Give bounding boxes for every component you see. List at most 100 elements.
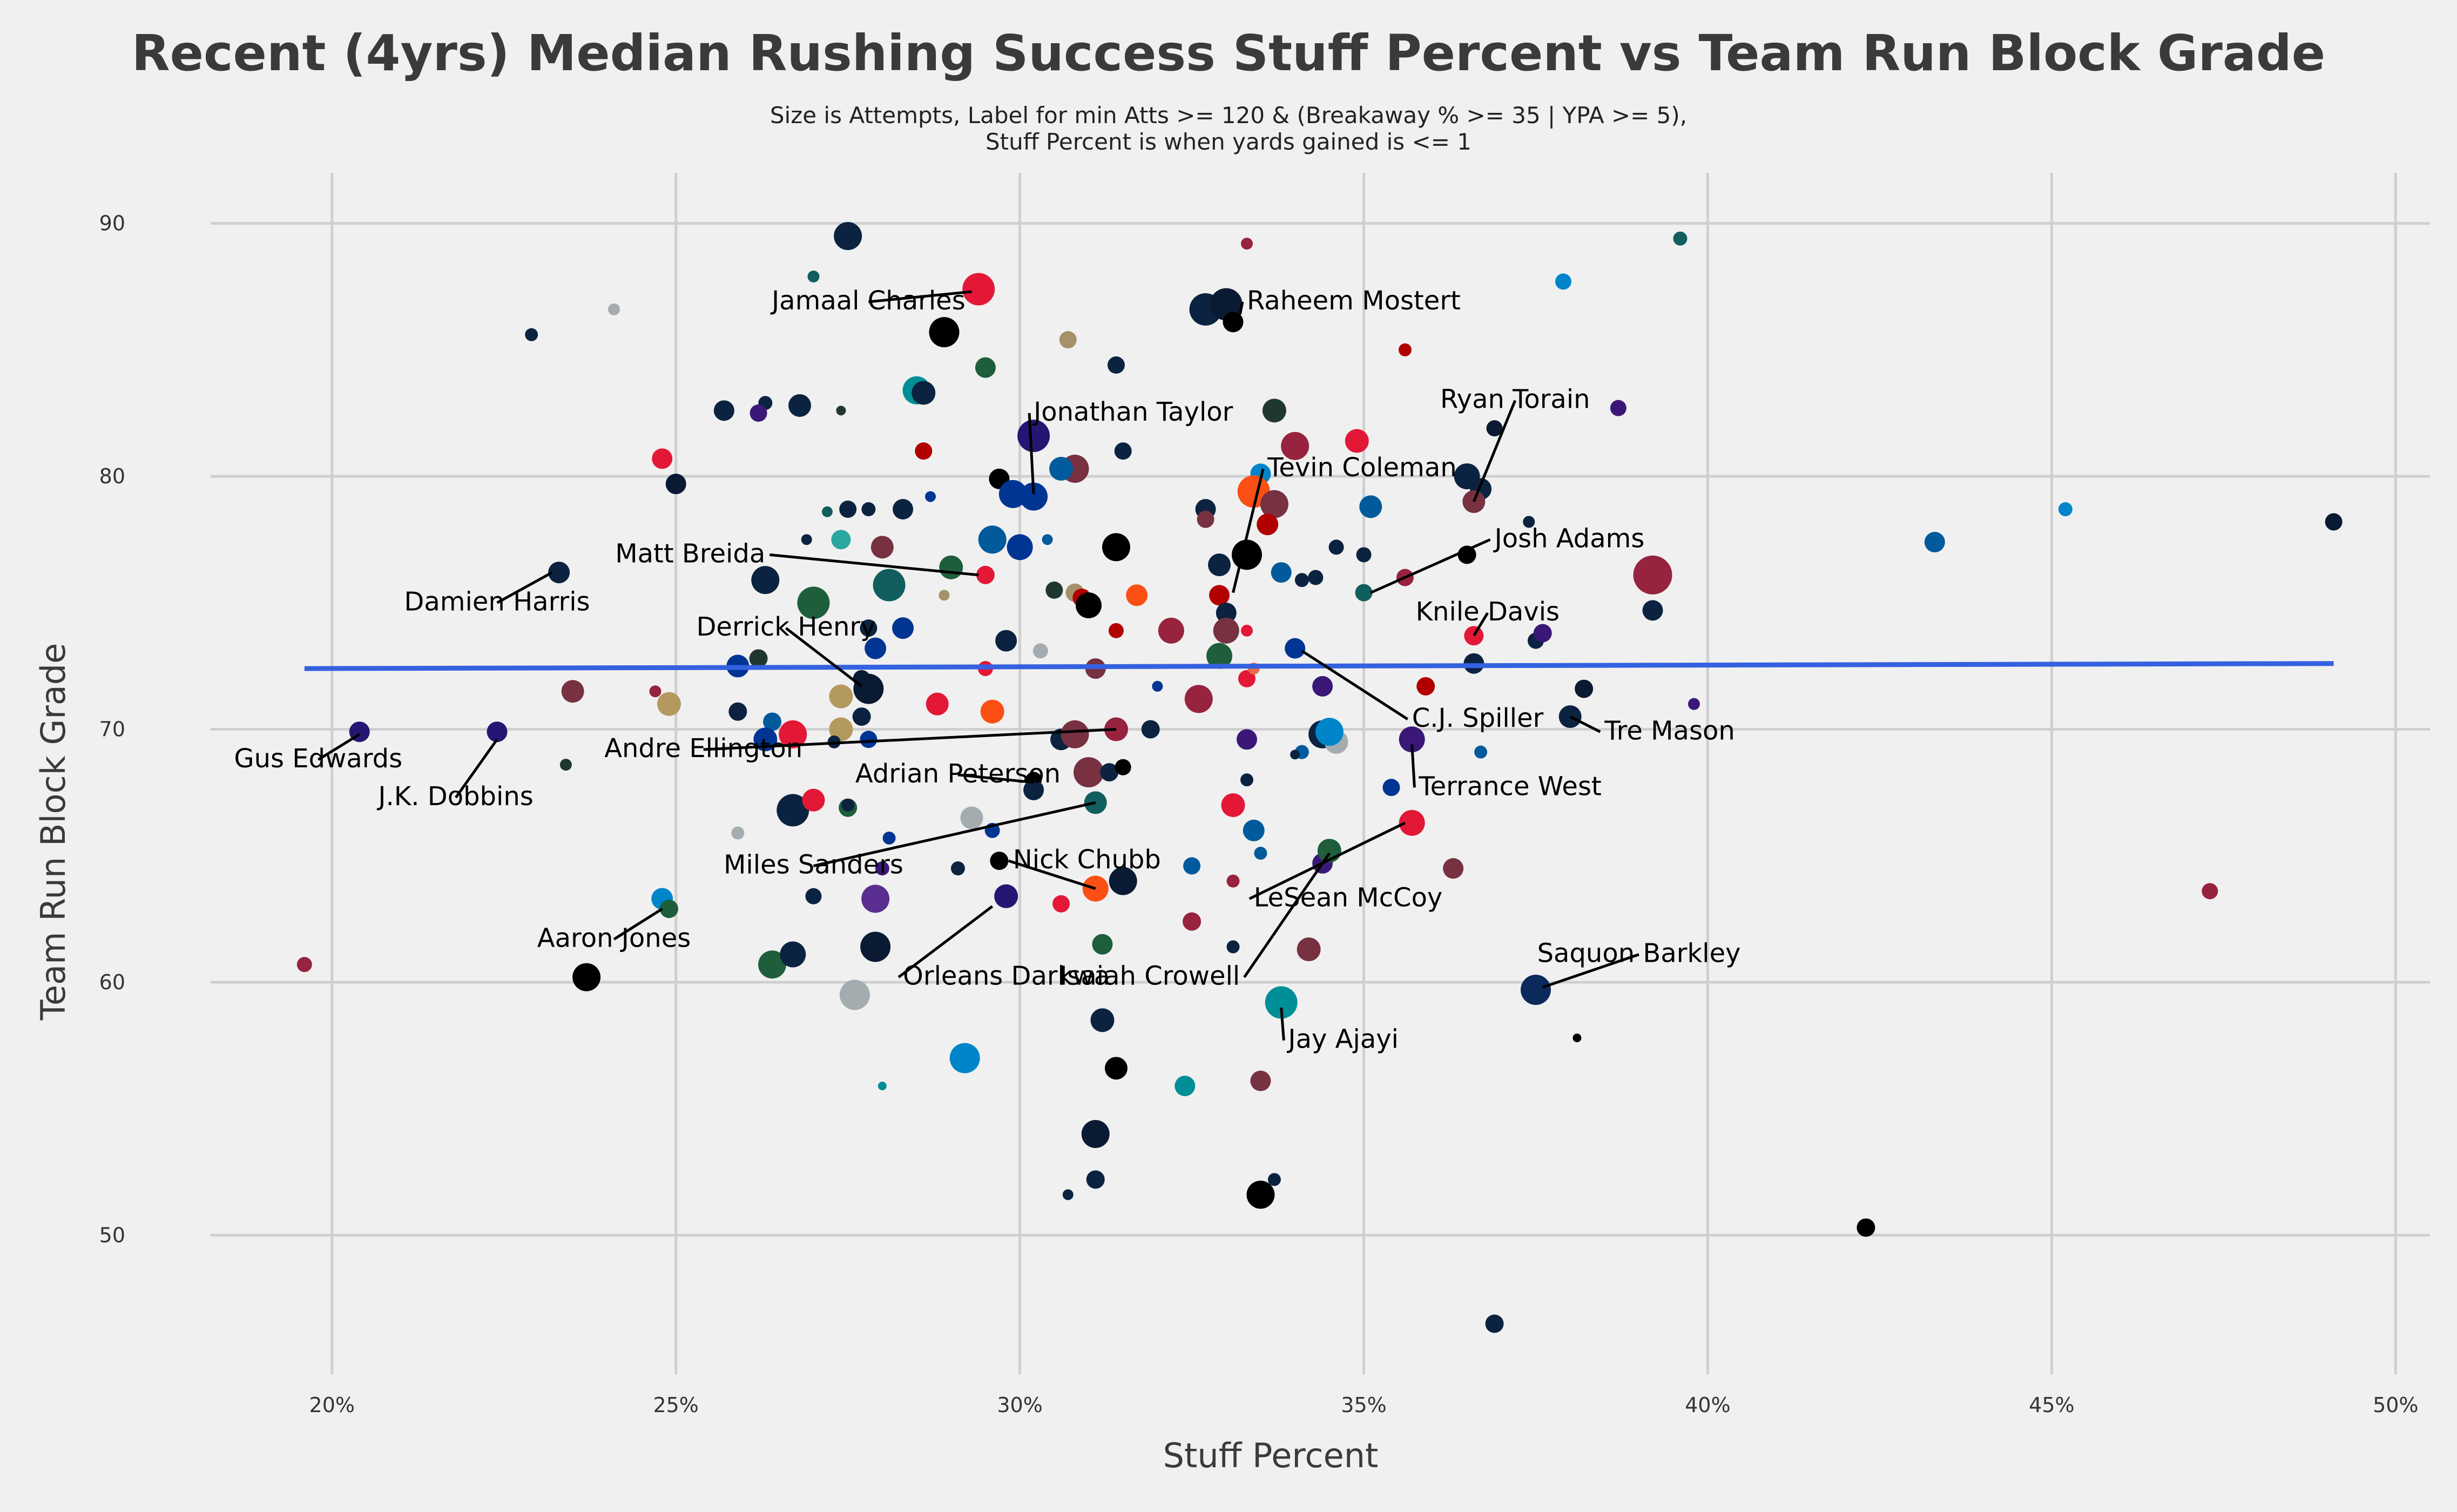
data-point [296, 957, 312, 973]
player-label: Terrance West [1418, 771, 1601, 801]
data-point [807, 271, 820, 283]
data-point [1081, 1120, 1110, 1148]
label-leader-line [1232, 468, 1265, 593]
data-point [1267, 1173, 1281, 1186]
data-point [1100, 763, 1119, 782]
data-point [861, 502, 876, 516]
data-point [1523, 516, 1535, 528]
player-label: Matt Breida [615, 538, 765, 569]
data-point [561, 680, 584, 703]
data-point [1356, 547, 1372, 563]
player-label: Jamaal Charles [770, 286, 966, 316]
player-label: Derrick Henry [696, 612, 875, 642]
label-leader-line [1410, 744, 1416, 788]
data-point [1114, 442, 1132, 460]
data-point [751, 566, 780, 595]
label-leader-line [813, 801, 1096, 867]
y-tick-label: 50 [99, 1223, 125, 1247]
chart-title: Recent (4yrs) Median Rushing Success Stu… [132, 24, 2325, 82]
data-point [1328, 539, 1344, 555]
data-point [852, 707, 871, 726]
label-leader-line [1473, 612, 1489, 637]
data-point [1575, 679, 1594, 698]
data-point [801, 534, 812, 545]
data-point [1642, 600, 1663, 621]
data-point [1399, 726, 1425, 753]
data-point [975, 357, 996, 378]
x-tick-label: 25% [653, 1393, 698, 1417]
data-point [1533, 624, 1552, 643]
data-point [1158, 617, 1184, 644]
data-point [1007, 534, 1033, 561]
label-leader-line [1301, 650, 1409, 720]
data-point [939, 555, 963, 579]
y-tick-label: 90 [99, 212, 125, 235]
label-leader-line [1280, 1007, 1285, 1041]
data-point [1020, 482, 1048, 511]
data-point [665, 474, 686, 495]
data-point [861, 885, 890, 913]
player-label: Raheem Mostert [1247, 286, 1461, 316]
y-tick-label: 80 [99, 464, 125, 488]
data-point [728, 702, 747, 721]
data-point [1486, 420, 1503, 437]
data-point [1108, 623, 1124, 638]
data-point [731, 826, 745, 840]
data-point [1102, 533, 1130, 562]
label-leader-line [1569, 715, 1601, 733]
data-point [1240, 624, 1253, 637]
player-label: Gus Edwards [234, 744, 402, 774]
player-label: Adrian Peterson [855, 759, 1061, 789]
data-point [1231, 539, 1262, 570]
trend-line-group [304, 661, 2334, 671]
data-point [1152, 680, 1163, 692]
data-point [1271, 562, 1292, 583]
player-label: Jay Ajayi [1286, 1024, 1399, 1055]
data-point [1017, 420, 1050, 453]
data-point [1226, 940, 1240, 954]
data-point [750, 404, 767, 422]
data-point [1673, 231, 1688, 246]
data-point [572, 963, 601, 991]
data-point [1262, 399, 1286, 423]
data-point [2202, 883, 2218, 900]
data-point [1485, 1314, 1504, 1333]
data-point [1183, 912, 1202, 931]
data-point [1243, 819, 1265, 841]
player-label: J.K. Dobbins [376, 781, 533, 812]
data-point [839, 501, 857, 518]
label-leader-line [770, 553, 979, 577]
data-point [878, 1082, 887, 1090]
data-point [1399, 809, 1425, 836]
data-point [834, 222, 862, 251]
label-leader-line [1248, 821, 1406, 900]
data-point [1555, 273, 1571, 290]
data-point [875, 861, 889, 876]
data-point [841, 799, 855, 812]
data-point [548, 562, 570, 584]
data-point [949, 1043, 980, 1074]
data-point [779, 720, 807, 748]
data-point [1109, 867, 1137, 895]
data-point [1240, 238, 1253, 250]
data-point [1290, 750, 1300, 760]
data-point [1045, 581, 1063, 599]
data-point [1521, 975, 1551, 1005]
data-point [1285, 638, 1306, 659]
data-point [1238, 670, 1256, 687]
label-leader-line [1238, 301, 1244, 315]
data-point [860, 731, 878, 748]
x-tick-label: 50% [2373, 1393, 2418, 1417]
player-label: Andre Ellington [604, 733, 802, 764]
label-leader-line [703, 728, 1117, 751]
player-labels: Jamaal Charles Raheem Mostert Jonathan Tay… [234, 286, 1740, 1055]
data-point [805, 888, 822, 905]
data-point [926, 692, 949, 716]
data-point [1049, 457, 1074, 481]
x-tick-label: 45% [2029, 1393, 2074, 1417]
data-point [1174, 1076, 1196, 1096]
data-point [1308, 570, 1324, 585]
data-point [1443, 858, 1464, 879]
data-point [1260, 490, 1288, 518]
